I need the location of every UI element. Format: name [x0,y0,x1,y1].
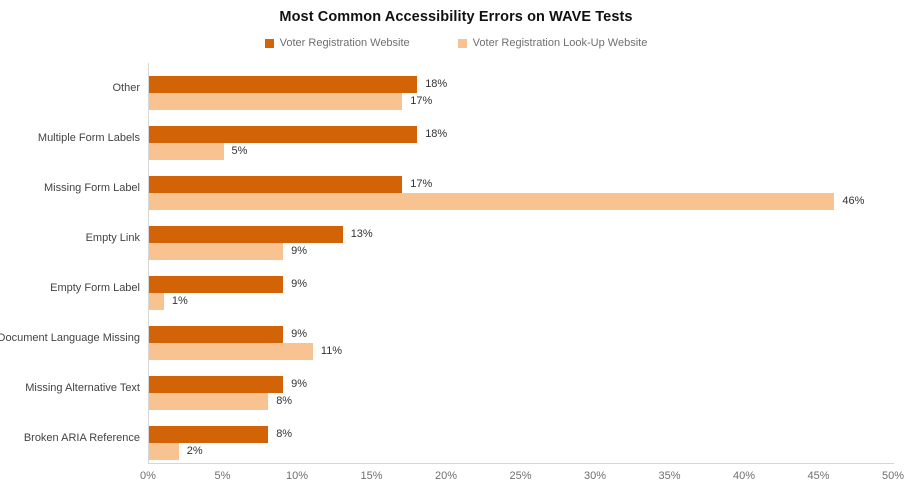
value-label: 18% [425,78,448,90]
value-label: 17% [410,178,433,190]
value-label: 9% [291,378,307,390]
value-label: 1% [171,295,188,307]
bar-group: 8% 2% [149,426,894,460]
legend-item-lookup: Voter Registration Look-Up Website [457,37,648,49]
x-tick-label: 5% [214,470,231,482]
bar-series-2 [149,293,164,310]
value-label: 8% [276,428,293,440]
bar-line: 9% [149,276,894,293]
bar-line: 1% [149,293,894,310]
value-label: 13% [350,228,373,240]
bar-series-1 [149,226,343,243]
category-label: Broken ARIA Reference [23,432,140,444]
x-tick-label: 30% [583,470,607,482]
legend-label-voter-registration: Voter Registration Website [279,37,410,49]
category-row: Other 18% 17% [112,63,894,113]
bar-series-2 [149,443,179,460]
value-label: 46% [842,195,865,207]
bar-line: 13% [149,226,894,243]
bar-series-2 [149,243,284,260]
category-row: Empty Link 13% 9% [86,213,894,263]
bar-series-1 [149,76,418,93]
x-tick-label: 25% [509,470,532,482]
bar-line: 2% [149,443,894,460]
value-label: 5% [231,145,248,157]
legend-swatch-lookup [457,38,467,48]
value-label: 17% [410,95,433,107]
bar-line: 17% [149,93,894,110]
legend-item-voter-registration: Voter Registration Website [264,37,410,49]
bar-series-1 [149,276,284,293]
x-tick-label: 35% [658,470,681,482]
bar-group: 9% 8% [149,376,894,410]
bar-line: 18% [149,76,894,93]
value-label: 9% [291,278,307,290]
bar-series-1 [149,376,284,393]
bar-series-2 [149,343,313,360]
bar-group: 17% 46% [149,176,894,210]
bar-series-1 [149,176,403,193]
bar-line: 9% [149,376,894,393]
bar-group: 18% 17% [149,76,894,110]
bar-series-2 [149,143,224,160]
chart-title: Most Common Accessibility Errors on WAVE… [279,9,633,25]
category-row: Empty Form Label 9% 1% [50,263,894,313]
x-tick-label: 15% [360,470,383,482]
category-label: Missing Alternative Text [25,382,140,394]
category-row: Document Language Missing 9% 11% [0,313,894,363]
bar-line: 17% [149,176,894,193]
x-axis: 0% 5% 10% 15% 20% 25% 30% 35% 40% 45% 50% [140,470,904,486]
category-row: Missing Alternative Text 9% 8% [25,363,894,413]
bar-line: 8% [149,393,894,410]
bar-line: 5% [149,143,894,160]
category-row: Multiple Form Labels 18% 5% [38,113,894,163]
category-label: Empty Form Label [50,282,140,294]
bar-line: 8% [149,426,894,443]
bar-group: 13% 9% [149,226,894,260]
plot-area: Other 18% 17% Multiple Form Labels 18% 5% Miss… [0,63,894,464]
bar-group: 9% 11% [149,326,894,360]
value-label: 9% [291,245,307,257]
bar-line: 9% [149,243,894,260]
legend: Voter Registration Website Voter Registr… [0,37,912,49]
x-tick-label: 50% [881,470,905,482]
category-label: Document Language Missing [0,332,140,344]
category-label: Empty Link [85,232,140,244]
bar-series-2 [149,93,403,110]
x-tick-label: 0% [140,470,156,482]
category-label: Other [112,82,140,94]
x-tick-label: 20% [434,470,458,482]
value-label: 11% [320,345,343,357]
category-row: Missing Form Label 17% 46% [44,163,894,213]
bar-series-1 [149,326,284,343]
bar-line: 46% [149,193,894,210]
category-label: Missing Form Label [44,182,140,194]
value-label: 9% [291,328,307,340]
x-tick-label: 40% [732,470,756,482]
value-label: 2% [186,445,203,457]
value-label: 8% [276,395,293,407]
bar-series-2 [149,193,835,210]
bar-line: 11% [149,343,894,360]
category-label: Multiple Form Labels [37,132,140,144]
x-tick-label: 10% [285,470,309,482]
bar-series-1 [149,426,269,443]
bar-line: 9% [149,326,894,343]
legend-swatch-voter-registration [264,38,274,48]
bar-series-2 [149,393,269,410]
bar-line: 18% [149,126,894,143]
bar-group: 18% 5% [149,126,894,160]
x-tick-label: 45% [807,470,830,482]
bar-group: 9% 1% [149,276,894,310]
category-row: Broken ARIA Reference 8% 2% [24,413,894,463]
value-label: 18% [425,128,448,140]
bar-series-1 [149,126,418,143]
legend-label-lookup: Voter Registration Look-Up Website [472,37,648,49]
